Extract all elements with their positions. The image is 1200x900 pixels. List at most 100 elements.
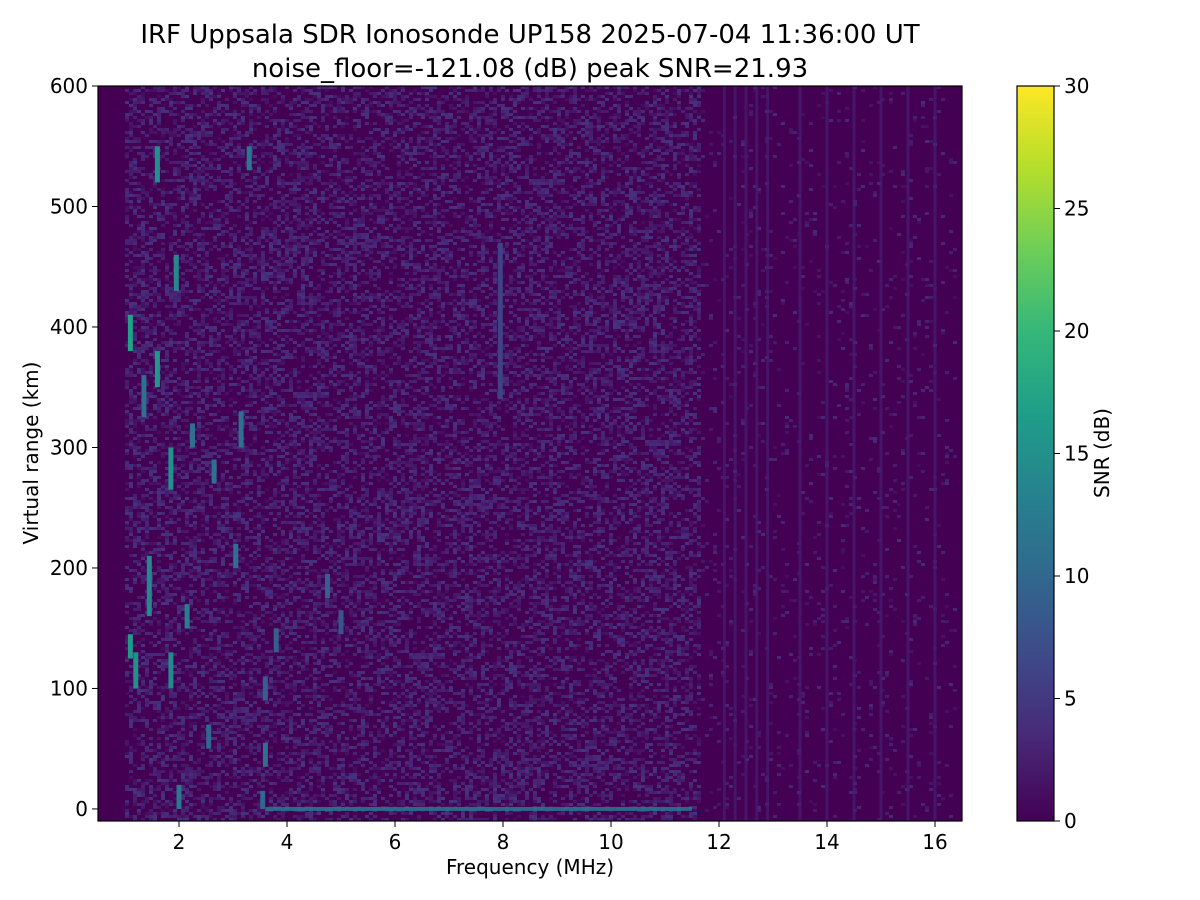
noise-speckle (197, 782, 201, 785)
noise-speckle (189, 707, 193, 710)
noise-speckle (133, 347, 137, 350)
noise-speckle (157, 716, 161, 719)
noise-speckle (225, 98, 229, 101)
noise-speckle (189, 158, 193, 161)
noise-speckle (261, 230, 265, 233)
noise-speckle (149, 413, 153, 416)
noise-speckle (257, 122, 261, 125)
noise-speckle (205, 434, 209, 437)
noise-speckle (229, 398, 233, 401)
noise-speckle (253, 620, 257, 623)
noise-speckle (261, 257, 265, 260)
noise-speckle (281, 152, 285, 155)
noise-speckle (145, 257, 149, 260)
noise-speckle (181, 341, 185, 344)
noise-speckle (273, 668, 277, 671)
noise-speckle (133, 338, 137, 341)
noise-speckle (221, 230, 225, 233)
noise-speckle (257, 110, 261, 113)
noise-speckle (213, 584, 217, 587)
noise-speckle (169, 710, 173, 713)
noise-speckle (181, 686, 185, 689)
noise-speckle (253, 89, 257, 92)
noise-speckle (229, 812, 233, 815)
noise-speckle (193, 521, 197, 524)
noise-speckle (197, 287, 201, 290)
noise-speckle (253, 740, 257, 743)
noise-speckle (269, 569, 273, 572)
noise-speckle (217, 95, 221, 98)
noise-speckle (233, 710, 237, 713)
noise-speckle (237, 323, 241, 326)
noise-speckle (173, 203, 177, 206)
noise-speckle (221, 818, 225, 821)
noise-speckle (165, 344, 169, 347)
noise-speckle (141, 422, 145, 425)
noise-speckle (201, 524, 205, 527)
noise-speckle (157, 449, 161, 452)
noise-speckle (125, 311, 129, 314)
noise-speckle (273, 164, 277, 167)
noise-speckle (185, 806, 189, 809)
noise-speckle (301, 224, 305, 227)
noise-speckle (297, 800, 301, 803)
noise-speckle (209, 125, 213, 128)
noise-speckle (209, 455, 213, 458)
noise-speckle (293, 689, 297, 692)
noise-speckle (209, 113, 213, 116)
noise-speckle (201, 752, 205, 755)
noise-speckle (177, 632, 181, 635)
noise-speckle (197, 194, 201, 197)
noise-speckle (301, 473, 305, 476)
noise-speckle (241, 812, 245, 815)
noise-speckle (141, 371, 145, 374)
noise-speckle (285, 443, 289, 446)
noise-speckle (217, 785, 221, 788)
noise-speckle (237, 509, 241, 512)
noise-speckle (177, 734, 181, 737)
noise-speckle (221, 530, 225, 533)
noise-speckle (193, 542, 197, 545)
noise-speckle (253, 557, 257, 560)
noise-speckle (277, 635, 281, 638)
noise-speckle (233, 428, 237, 431)
noise-speckle (281, 257, 285, 260)
noise-speckle (261, 173, 265, 176)
noise-speckle (277, 185, 281, 188)
noise-speckle (141, 578, 145, 581)
noise-speckle (237, 170, 241, 173)
noise-speckle (157, 188, 161, 191)
noise-speckle (229, 338, 233, 341)
noise-speckle (205, 131, 209, 134)
noise-speckle (145, 362, 149, 365)
noise-speckle (249, 296, 253, 299)
noise-speckle (177, 392, 181, 395)
noise-speckle (297, 527, 301, 530)
noise-speckle (237, 113, 241, 116)
noise-speckle (197, 599, 201, 602)
noise-speckle (273, 614, 277, 617)
noise-speckle (145, 653, 149, 656)
noise-speckle (189, 551, 193, 554)
noise-speckle (233, 593, 237, 596)
noise-speckle (173, 758, 177, 761)
noise-speckle (301, 149, 305, 152)
noise-speckle (185, 770, 189, 773)
noise-speckle (221, 272, 225, 275)
noise-speckle (173, 86, 177, 89)
noise-speckle (205, 449, 209, 452)
noise-speckle (237, 539, 241, 542)
noise-speckle (217, 635, 221, 638)
noise-speckle (169, 398, 173, 401)
noise-speckle (193, 392, 197, 395)
noise-speckle (297, 587, 301, 590)
noise-speckle (297, 464, 301, 467)
noise-speckle (185, 149, 189, 152)
noise-speckle (249, 245, 253, 248)
noise-speckle (125, 317, 129, 320)
noise-speckle (153, 236, 157, 239)
noise-speckle (257, 503, 261, 506)
noise-speckle (229, 674, 233, 677)
noise-speckle (197, 344, 201, 347)
noise-speckle (173, 302, 177, 305)
